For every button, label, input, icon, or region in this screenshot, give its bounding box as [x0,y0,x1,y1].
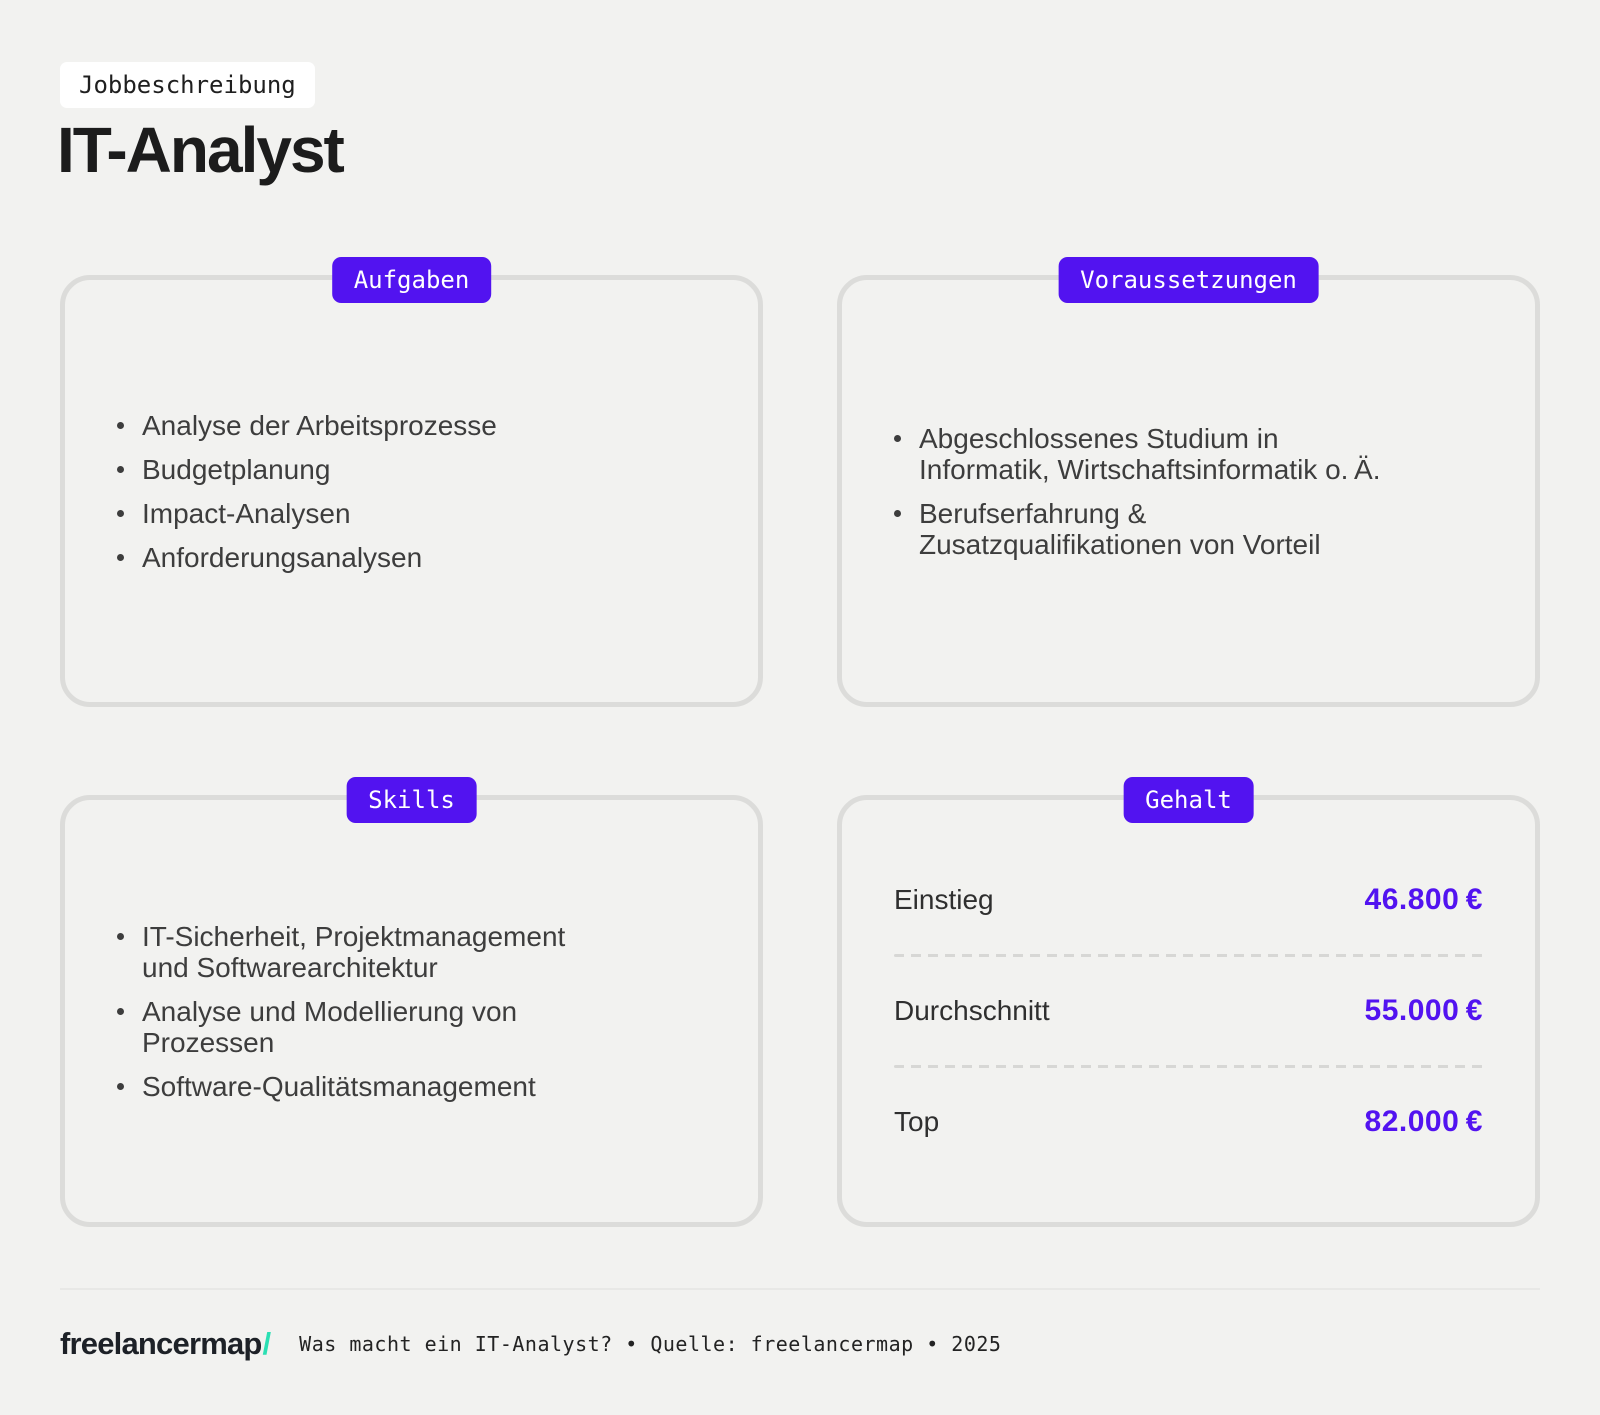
footer: freelancermap / Was macht ein IT-Analyst… [60,1326,1540,1362]
card-gehalt: Gehalt Einstieg 46.800 € Durchschnitt 55… [837,777,1540,1227]
list-item: Analyse der Arbeitsprozesse [117,410,706,441]
list-item: Berufserfahrung & Zusatzqualifikationen … [894,498,1483,560]
skills-list: IT-Sicherheit, Projektmanagement und Sof… [117,921,706,1102]
list-item: Analyse und Modellierung von Prozessen [117,996,706,1058]
footer-caption: Was macht ein IT-Analyst? • Quelle: free… [299,1332,1002,1356]
salary-value: 46.800 € [1364,883,1483,916]
dashed-divider [894,954,1483,957]
card-skills-badge: Skills [346,777,477,823]
list-item: Anforderungsanalysen [117,542,706,573]
dashed-divider [894,1065,1483,1068]
card-voraussetzungen: Voraussetzungen Abgeschlossenes Studium … [837,257,1540,707]
bullet-dot-icon [117,509,124,517]
salary-row: Top 82.000 € [894,1068,1483,1176]
bullet-dot-icon [117,932,124,940]
salary-value: 82.000 € [1364,1105,1483,1138]
list-item: IT-Sicherheit, Projektmanagement und Sof… [117,921,706,983]
bullet-dot-icon [894,509,901,517]
salary-label: Durchschnitt [894,995,1050,1026]
salary-label: Top [894,1106,940,1137]
bullet-dot-icon [894,434,901,442]
footer-divider [60,1288,1540,1290]
voraussetzungen-list: Abgeschlossenes Studium in Informatik, W… [894,423,1483,560]
list-item: Abgeschlossenes Studium in Informatik, W… [894,423,1483,485]
list-item-text: Abgeschlossenes Studium in Informatik, W… [919,422,1381,485]
list-item: Budgetplanung [117,454,706,485]
salary-value: 55.000 € [1364,994,1483,1027]
list-item-text: Impact-Analysen [142,497,351,529]
salary-row: Einstieg 46.800 € [894,846,1483,954]
bullet-dot-icon [117,1082,124,1090]
logo-slash-icon: / [262,1326,272,1361]
salary-row: Durchschnitt 55.000 € [894,957,1483,1065]
logo-wordmark: freelancermap [60,1326,262,1361]
card-voraussetzungen-badge: Voraussetzungen [1058,257,1319,303]
cards-grid: Aufgaben Analyse der Arbeitsprozesse Bud… [60,257,1540,1227]
list-item-text: IT-Sicherheit, Projektmanagement und Sof… [142,920,566,983]
kicker-badge: Jobbeschreibung [60,62,315,108]
bullet-dot-icon [117,421,124,429]
card-aufgaben: Aufgaben Analyse der Arbeitsprozesse Bud… [60,257,763,707]
list-item-text: Berufserfahrung & Zusatzqualifikationen … [919,497,1321,560]
bullet-dot-icon [117,1007,124,1015]
card-gehalt-badge: Gehalt [1123,777,1254,823]
aufgaben-list: Analyse der Arbeitsprozesse Budgetplanun… [117,410,706,573]
bullet-dot-icon [117,465,124,473]
card-aufgaben-badge: Aufgaben [331,257,492,303]
page-title: IT-Analyst [57,114,345,186]
salary-label: Einstieg [894,884,994,915]
freelancermap-logo: freelancermap / [60,1326,271,1362]
list-item-text: Budgetplanung [142,453,331,485]
salary-table: Einstieg 46.800 € Durchschnitt 55.000 € … [894,846,1483,1176]
list-item-text: Anforderungsanalysen [142,541,423,573]
card-skills: Skills IT-Sicherheit, Projektmanagement … [60,777,763,1227]
list-item: Software-Qualitätsmanagement [117,1071,706,1102]
list-item-text: Analyse und Modellierung von Prozessen [142,995,518,1058]
list-item: Impact-Analysen [117,498,706,529]
bullet-dot-icon [117,553,124,561]
list-item-text: Analyse der Arbeitsprozesse [142,409,497,441]
list-item-text: Software-Qualitätsmanagement [142,1070,536,1102]
